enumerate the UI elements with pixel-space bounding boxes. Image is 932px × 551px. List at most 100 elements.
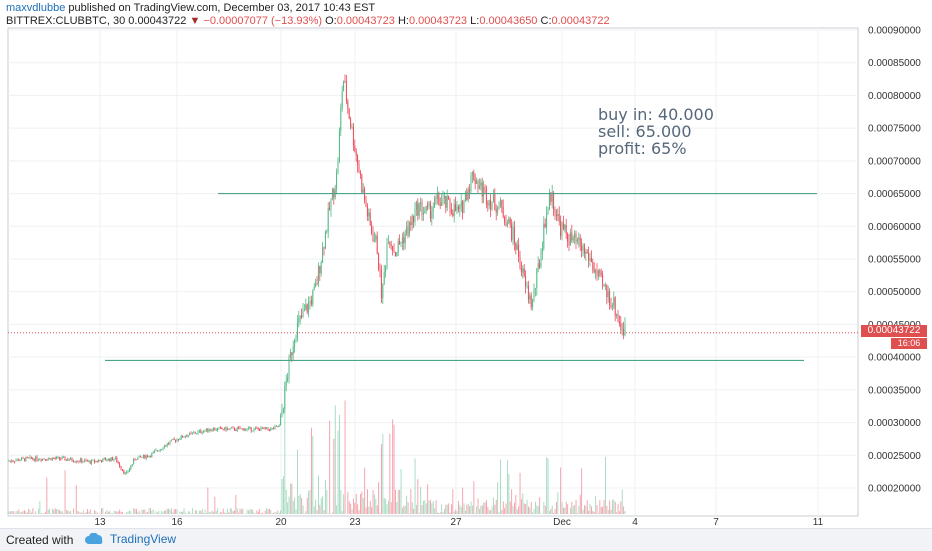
candle-body [436, 198, 437, 199]
candle-body [548, 210, 549, 214]
candle-body [55, 458, 56, 459]
volume-bar [101, 508, 102, 514]
volume-bar [34, 513, 35, 514]
candle-body [81, 459, 82, 462]
candle-body [395, 252, 396, 256]
volume-bar [546, 457, 547, 514]
candle-body [535, 288, 536, 289]
volume-bar [109, 511, 110, 514]
volume-bar [307, 498, 308, 514]
volume-bar [494, 505, 495, 514]
volume-bar [436, 500, 437, 514]
candle-body [269, 429, 270, 430]
volume-bar [279, 513, 280, 514]
volume-bar [119, 510, 120, 514]
volume-bar [198, 513, 199, 514]
candle-body [403, 237, 404, 243]
volume-bar [133, 508, 134, 514]
volume-bar [195, 511, 196, 514]
volume-bar [616, 512, 617, 514]
candle-body [492, 202, 493, 209]
volume-bar [39, 501, 40, 514]
candle-body [475, 180, 476, 184]
y-tick-label: 0.00090000 [868, 26, 921, 37]
volume-bar [199, 511, 200, 514]
volume-bar [107, 510, 108, 514]
y-tick-label: 0.00060000 [868, 222, 921, 233]
volume-bar [140, 513, 141, 514]
candle-body [142, 457, 143, 458]
volume-bar [574, 505, 575, 514]
candle-body [240, 428, 241, 429]
candle-body [74, 462, 75, 463]
candle-body [314, 286, 315, 290]
volume-bar [48, 510, 49, 514]
candle-body [132, 464, 133, 466]
volume-bar [319, 505, 320, 514]
candle-body [115, 458, 116, 459]
volume-bar [153, 509, 154, 514]
volume-bar [83, 510, 84, 514]
volume-bar [293, 501, 294, 514]
volume-bar [462, 488, 463, 514]
volume-bar [611, 510, 612, 514]
price-chart[interactable]: 0.000900000.000850000.000800000.00075000… [0, 0, 932, 528]
candle-body [52, 458, 53, 460]
volume-bar [473, 481, 474, 514]
volume-bar [595, 496, 596, 514]
volume-bar [408, 502, 409, 514]
volume-bar [437, 513, 438, 514]
tradingview-link[interactable]: TradingView [84, 532, 176, 546]
candle-body [308, 302, 309, 312]
volume-bar [333, 439, 334, 514]
volume-bar [115, 511, 116, 514]
volume-bar [543, 502, 544, 514]
volume-bar [223, 509, 224, 514]
volume-bar [59, 510, 60, 514]
candle-body [160, 449, 161, 451]
volume-bar [224, 513, 225, 514]
volume-bar [212, 511, 213, 514]
volume-bar [420, 487, 421, 514]
candle-body [202, 433, 203, 434]
volume-bar [466, 505, 467, 514]
volume-bar [448, 503, 449, 514]
volume-bar [606, 506, 607, 514]
candle-body [210, 430, 211, 431]
candle-body [455, 204, 456, 211]
candle-body [520, 257, 521, 268]
candle-body [219, 427, 220, 428]
candle-body [585, 252, 586, 254]
volume-bar [522, 493, 523, 514]
volume-bar [588, 511, 589, 514]
candle-body [217, 428, 218, 430]
volume-bar [535, 502, 536, 514]
candle-body [583, 245, 584, 251]
candle-body [377, 236, 378, 254]
candle-body [384, 272, 385, 284]
volume-bar [452, 489, 453, 514]
volume-bar [381, 444, 382, 514]
candle-body [429, 203, 430, 206]
candle-body [65, 457, 66, 460]
candle-body [326, 231, 327, 232]
candle-body [16, 460, 17, 461]
candle-body [597, 270, 598, 276]
candle-body [415, 210, 416, 222]
candle-body [46, 460, 47, 461]
volume-bar [469, 506, 470, 514]
candle-body [27, 457, 28, 458]
annotation-sell: sell: 65.000 [598, 123, 714, 140]
candle-body [553, 192, 554, 210]
volume-bar [284, 405, 285, 514]
trade-annotation[interactable]: buy in: 40.000 sell: 65.000 profit: 65% [598, 106, 714, 157]
volume-bar [571, 502, 572, 514]
candle-body [300, 315, 301, 318]
y-axis[interactable]: 0.000900000.000850000.000800000.00075000… [868, 26, 921, 495]
candle-body [339, 131, 340, 161]
volume-bar [206, 513, 207, 514]
volume-bar [613, 500, 614, 514]
volume-bar [429, 501, 430, 514]
volume-bar [560, 467, 561, 514]
